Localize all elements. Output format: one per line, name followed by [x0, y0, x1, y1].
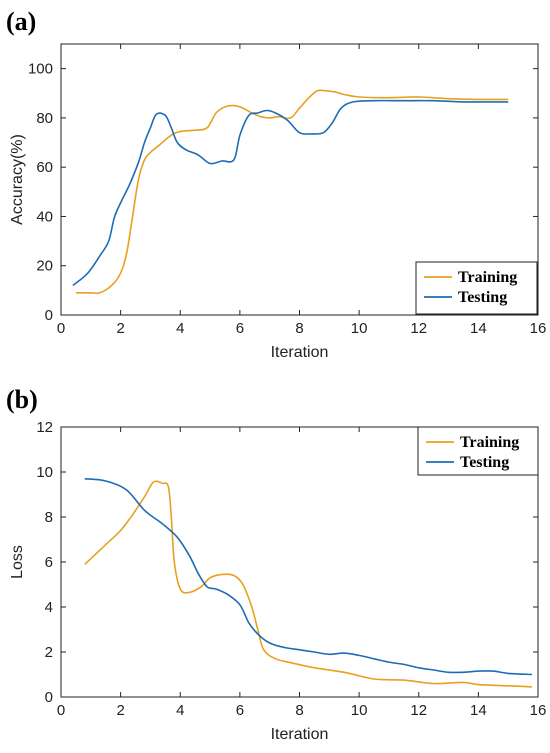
- y-tick-label: 8: [45, 509, 53, 526]
- y-tick-label: 2: [45, 644, 53, 661]
- series-line-testing: [84, 478, 533, 676]
- chart-panel-b: (b) 0 2 4 6 8 10 12 14 16 0 2 4 6 8 10 12 Iteration Loss Tr…: [6, 385, 546, 743]
- x-tick-label: 8: [295, 702, 303, 719]
- x-tick-label: 6: [236, 702, 244, 719]
- x-tick-label: 4: [176, 702, 184, 719]
- legend-box: [417, 426, 539, 476]
- x-axis-label: Iteration: [271, 726, 329, 743]
- y-tick-label: 40: [36, 208, 53, 225]
- x-tick-label: 10: [351, 320, 368, 337]
- legend-label-testing: Testing: [460, 454, 509, 471]
- x-tick-label: 6: [236, 320, 244, 337]
- x-tick-label: 10: [351, 702, 368, 719]
- panel-label: (b): [6, 385, 38, 414]
- y-tick-label: 0: [45, 307, 53, 324]
- x-tick-label: 0: [57, 320, 65, 337]
- y-tick-label: 60: [36, 159, 53, 176]
- x-tick-label: 16: [530, 702, 547, 719]
- y-axis-label: Loss: [9, 545, 26, 579]
- y-axis-label: Accuracy(%): [9, 134, 26, 225]
- x-tick-label: 2: [116, 320, 124, 337]
- chart-panel-a: (a) 0 2 4 6 8 10 12 14 16 0 20 40 60 80 100 Iteration Acc…: [6, 7, 546, 361]
- y-tick-label: 10: [36, 464, 53, 481]
- x-tick-label: 14: [470, 702, 487, 719]
- series-line-training: [84, 480, 533, 688]
- legend-box: [415, 261, 538, 315]
- series-line-testing: [72, 99, 509, 287]
- y-tick-label: 12: [36, 419, 53, 436]
- y-tick-label: 4: [45, 599, 53, 616]
- x-axis-label: Iteration: [271, 344, 329, 361]
- x-tick-label: 2: [116, 702, 124, 719]
- y-tick-label: 80: [36, 110, 53, 127]
- x-tick-label: 12: [410, 702, 427, 719]
- y-tick-label: 6: [45, 554, 53, 571]
- y-tick-label: 100: [28, 61, 53, 78]
- x-tick-label: 4: [176, 320, 184, 337]
- x-tick-label: 14: [470, 320, 487, 337]
- x-tick-label: 0: [57, 702, 65, 719]
- x-tick-label: 8: [295, 320, 303, 337]
- legend-label-testing: Testing: [458, 289, 507, 306]
- legend-label-training: Training: [460, 434, 519, 451]
- x-tick-label: 16: [530, 320, 547, 337]
- y-tick-label: 0: [45, 689, 53, 706]
- legend-label-training: Training: [458, 269, 517, 286]
- panel-label: (a): [6, 7, 36, 36]
- y-tick-label: 20: [36, 258, 53, 275]
- x-tick-label: 12: [410, 320, 427, 337]
- series-line-training: [75, 89, 509, 295]
